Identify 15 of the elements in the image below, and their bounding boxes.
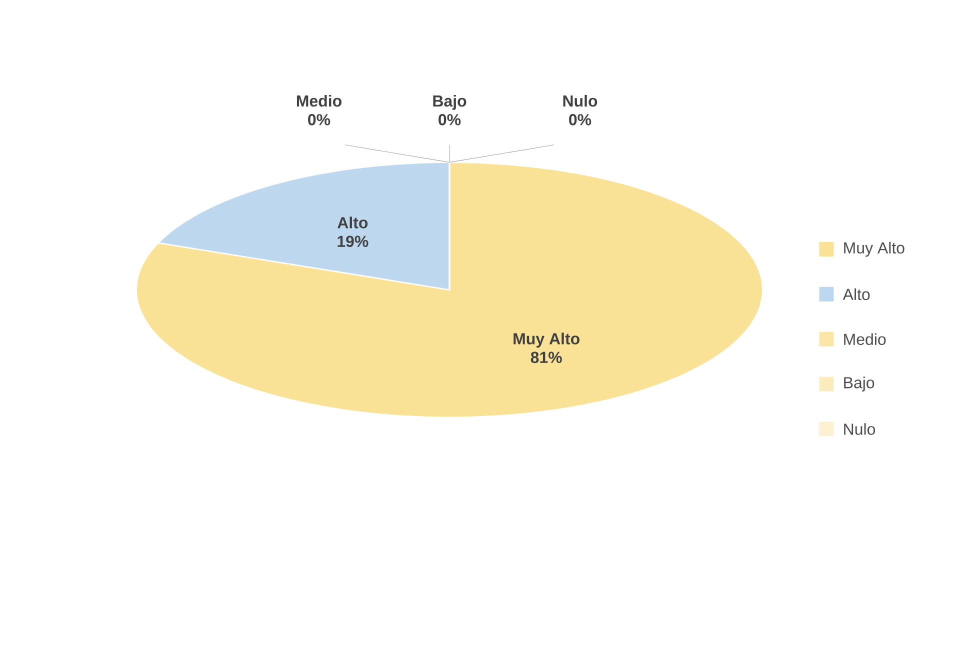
category-label: Nulo bbox=[563, 95, 598, 107]
category-label: Medio bbox=[296, 95, 342, 107]
data-label: 19% bbox=[338, 236, 368, 248]
legend-label: Medio bbox=[844, 333, 886, 346]
legend-label: Bajo bbox=[844, 376, 874, 392]
text: 0% bbox=[308, 114, 330, 126]
data-label: 81% bbox=[530, 352, 562, 364]
slice-label: Muy Alto bbox=[514, 332, 580, 348]
category-label: Bajo bbox=[433, 95, 466, 110]
legend-label: Muy Alto bbox=[844, 242, 904, 257]
legend-label: Alto bbox=[842, 288, 870, 300]
slice-label: Alto bbox=[338, 216, 368, 228]
text: 0% bbox=[569, 114, 592, 126]
legend-label: Nulo bbox=[844, 423, 876, 435]
text: 0% bbox=[438, 114, 461, 126]
